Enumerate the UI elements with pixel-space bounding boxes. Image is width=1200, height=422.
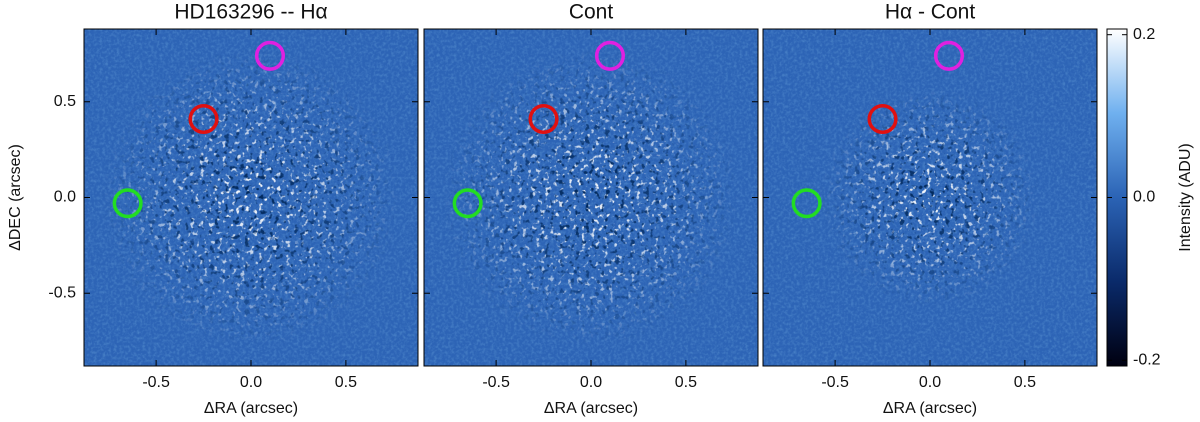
colorbar-label: Intensity (ADU) xyxy=(1177,143,1194,251)
x-axis-label: ΔRA (arcsec) xyxy=(544,400,638,417)
y-tick-label: -0.5 xyxy=(48,284,76,301)
source-circle xyxy=(867,103,898,135)
speckle-halo xyxy=(101,47,401,348)
x-axis-label: ΔRA (arcsec) xyxy=(883,400,977,417)
colorbar-tick-label: 0.0 xyxy=(1133,189,1155,206)
source-circle xyxy=(452,188,483,219)
speckle-halo xyxy=(820,87,1040,308)
colorbar-tick-label: 0.2 xyxy=(1133,26,1155,43)
colorbar-tick-label: -0.2 xyxy=(1133,352,1161,369)
x-tick-label: -0.5 xyxy=(821,374,849,391)
x-tick-label: -0.5 xyxy=(482,374,510,391)
x-tick-label: -0.5 xyxy=(142,374,170,391)
speckle-dark xyxy=(101,47,401,348)
source-circle xyxy=(188,103,219,135)
panel-title: Hα - Cont xyxy=(885,1,975,24)
speckle-dark xyxy=(441,47,741,348)
speckle-halo xyxy=(441,47,741,348)
x-axis-label: ΔRA (arcsec) xyxy=(204,400,298,417)
source-circle xyxy=(933,40,965,71)
source-circle xyxy=(528,103,559,135)
y-axis-label: ΔDEC (arcsec) xyxy=(7,144,24,251)
speckle-dark xyxy=(820,87,1040,308)
image xyxy=(84,29,418,366)
source-circle xyxy=(594,40,626,71)
panel: Cont ΔRA (arcsec) -0.5 0.0 0.5 xyxy=(423,1,759,417)
panel-title: HD163296 -- Hα xyxy=(174,1,327,24)
x-tick-label: 0.0 xyxy=(580,374,602,391)
x-tick-label: 0.0 xyxy=(919,374,941,391)
image xyxy=(424,29,758,366)
y-tick-label: 0.5 xyxy=(54,93,76,110)
image xyxy=(763,29,1097,366)
source-circle xyxy=(112,188,143,219)
source-circle xyxy=(791,188,822,219)
x-tick-label: 0.5 xyxy=(1014,374,1036,391)
panel: Hα - Cont ΔRA (arcsec) -0.5 0.0 0.5 xyxy=(762,1,1098,417)
x-tick-label: 0.0 xyxy=(240,374,262,391)
x-tick-label: 0.5 xyxy=(675,374,697,391)
source-circle xyxy=(254,40,286,71)
panel-title: Cont xyxy=(569,1,614,24)
y-tick-label: 0.0 xyxy=(54,189,76,206)
x-tick-label: 0.5 xyxy=(335,374,357,391)
panel: HD163296 -- Hα ΔRA (arcsec) -0.5 0.0 0.5 -0.5… xyxy=(7,1,419,417)
